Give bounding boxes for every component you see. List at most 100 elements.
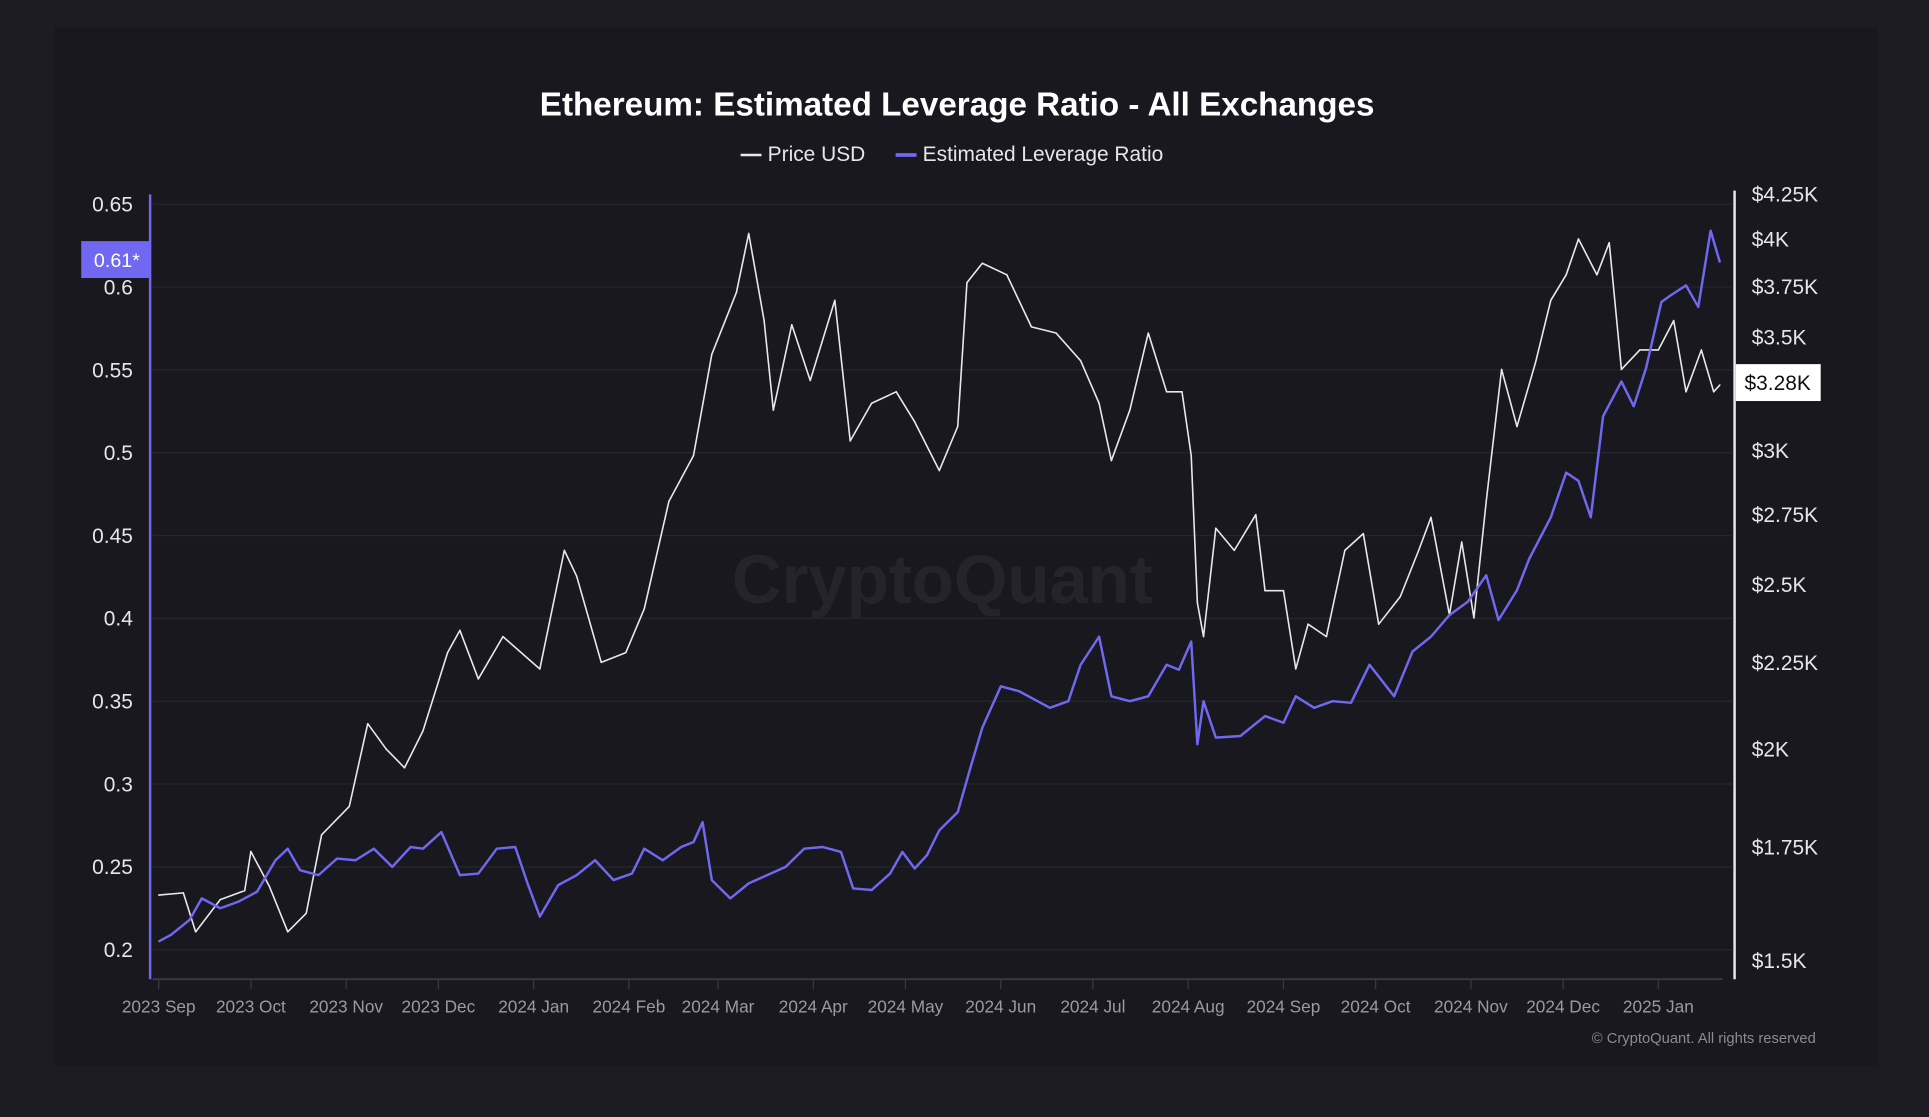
price-point [268,885,271,887]
price-point [219,898,221,901]
x-axis-ticks: 2023 Sep 2023 Oct 2023 Nov 2023 Dec 2024 Jan… [122,979,1694,1016]
price-point [1577,238,1580,240]
leverage-point [557,884,559,886]
price-point [1534,362,1537,364]
leverage-point [661,859,664,861]
leverage-point [711,879,713,881]
leverage-point [631,872,633,875]
price-point [1460,541,1463,543]
leverage-point [1282,721,1285,724]
leverage-point [1018,690,1020,692]
price-point [1596,274,1598,276]
price-badge-box [1735,364,1821,402]
left-tick-label: 0.55 [92,359,133,382]
leverage-point [1393,695,1395,697]
legend: Price USD Estimated Leverage Ratio [740,143,1164,166]
leverage-point [938,829,941,832]
leverage-point [999,685,1002,688]
price-point [477,678,480,680]
legend-item-price[interactable]: Price USD [740,143,866,166]
price-point [692,454,695,457]
price-point [1294,668,1297,670]
chart-panel [54,27,1878,1067]
x-tick-label: 2024 Mar [682,996,755,1016]
leverage-point [969,768,971,770]
price-point [809,379,811,382]
leverage-point [409,846,412,848]
price-current-badge: $3.28K [1735,364,1821,402]
price-point [1202,635,1205,638]
leverage-point [1165,664,1168,666]
price-point [966,281,968,284]
leverage-point [1350,702,1352,704]
price-point [366,723,369,725]
leverage-point [1264,715,1266,717]
left-axis-ticks: 0.2 0.25 0.3 0.35 0.4 0.45 0.5 0.55 0.6 0.65 [92,194,133,962]
legend-price-label: Price USD [768,143,866,166]
price-point [1362,532,1365,535]
price-point [250,850,252,853]
price-point [1657,349,1660,351]
price-point [422,730,424,732]
price-point [834,299,836,302]
price-point [1006,274,1008,276]
x-tick-label: 2024 Aug [1152,996,1225,1016]
legend-item-leverage[interactable]: Estimated Leverage Ratio [895,143,1164,166]
copyright: © CryptoQuant. All rights reserved [1592,1031,1816,1047]
leverage-point [1110,695,1113,697]
leverage-point [1147,695,1149,697]
leverage-point [1590,516,1592,519]
leverage-point [1313,707,1315,709]
right-tick-label: $4K [1752,228,1789,251]
leverage-point [1685,284,1687,287]
leverage-point [701,821,704,823]
x-tick-label: 2024 May [868,996,944,1016]
leverage-point [1368,664,1371,666]
leverage-point [1497,619,1500,621]
left-tick-label: 0.6 [104,276,133,299]
x-tick-label: 2024 Jun [965,996,1036,1016]
leverage-point [1550,516,1552,519]
price-point [600,661,602,664]
price-point [1196,601,1199,604]
right-tick-label: $3.5K [1752,327,1807,350]
price-point [1233,549,1236,552]
leverage-point [1190,640,1192,643]
price-point [1516,425,1518,428]
price-point [668,500,670,503]
price-point [305,912,307,915]
leverage-point [219,907,221,910]
price-point [1620,368,1623,371]
price-point [625,651,627,654]
price-point [244,889,246,892]
leverage-point [981,726,984,729]
price-point [1639,349,1641,351]
right-tick-label: $4.25K [1752,184,1818,207]
leverage-point [803,847,805,850]
leverage-point [729,897,732,900]
leverage-point [1660,301,1663,303]
left-tick-label: 0.3 [104,773,133,796]
leverage-point [496,847,498,850]
leverage-point [1602,415,1604,417]
right-tick-label: $3K [1752,440,1789,463]
leverage-point [440,831,443,833]
price-point [182,892,185,894]
left-tick-label: 0.4 [104,608,133,631]
leverage-point [237,900,240,903]
price-point [320,834,323,836]
left-tick-label: 0.45 [92,525,133,548]
grid-lines [152,203,1733,951]
leverage-point [1430,635,1432,638]
leverage-point [336,857,338,860]
x-tick-label: 2024 Jul [1060,996,1125,1016]
leverage-point [201,897,203,900]
leverage-point [1528,557,1531,560]
price-point [1608,241,1610,244]
price-point [1417,549,1420,552]
x-tick-label: 2024 Sep [1247,996,1321,1016]
right-tick-label: $1.5K [1752,950,1807,973]
x-tick-label: 2023 Oct [216,996,286,1016]
